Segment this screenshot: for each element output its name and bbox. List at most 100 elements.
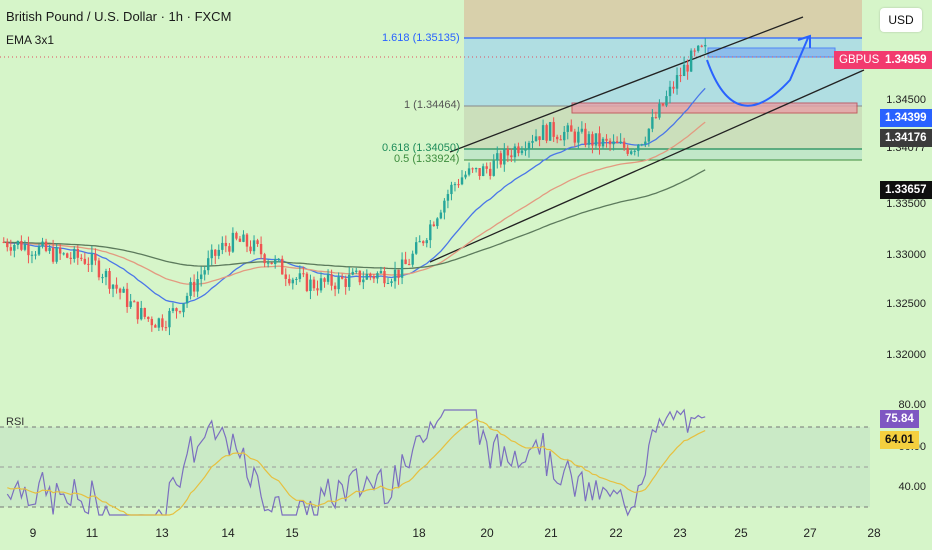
candle-body [545, 125, 548, 141]
price-tick: 1.33500 [886, 198, 926, 210]
candle-body [619, 141, 622, 144]
candle-body [27, 244, 30, 256]
x-tick: 11 [85, 526, 99, 540]
candle-body [524, 149, 527, 151]
channel-lower [429, 69, 865, 263]
x-tick: 20 [480, 526, 494, 540]
candle-body [422, 241, 425, 244]
candle-body [288, 278, 291, 284]
x-tick: 15 [285, 526, 299, 540]
candle-body [517, 146, 520, 154]
candle-body [273, 259, 277, 264]
rsi-label[interactable]: RSI [6, 416, 25, 428]
candle-body [489, 168, 492, 176]
candle-body [90, 253, 94, 265]
candle-body [161, 318, 164, 328]
candle-body [185, 295, 189, 304]
candle-body [622, 141, 626, 148]
candle-body [76, 248, 79, 258]
rsi-tick: 40.00 [898, 481, 926, 493]
candle-body [397, 269, 400, 278]
candle-body [157, 318, 161, 328]
candle-body [559, 139, 562, 141]
candle-body [439, 212, 443, 219]
candle-body [450, 184, 453, 195]
candle-body [520, 150, 524, 154]
candle-body [700, 45, 703, 47]
candle-body [150, 318, 154, 326]
candle-body [534, 136, 538, 141]
candle-body [704, 45, 707, 47]
candle-body [104, 271, 108, 278]
candle-body [175, 308, 178, 312]
candle-body [122, 288, 125, 293]
candle-body [665, 96, 668, 106]
candle-body [189, 281, 192, 296]
symbol-tag: GBPUSD [834, 51, 893, 69]
currency-button[interactable]: USD [880, 8, 922, 32]
candle-body [492, 160, 495, 176]
indicator-label[interactable]: EMA 3x1 [6, 33, 55, 47]
candle-body [369, 273, 372, 277]
candle-body [615, 141, 619, 144]
x-tick: 22 [609, 526, 623, 540]
candle-body [154, 325, 157, 328]
candle-body [295, 278, 298, 280]
x-tick: 23 [673, 526, 687, 540]
candle-body [630, 151, 633, 154]
candle-body [192, 281, 196, 292]
price-tag-ema-mid: 1.34176 [880, 129, 932, 147]
candle-body [425, 240, 428, 244]
candle-body [362, 279, 365, 283]
x-tick: 27 [803, 526, 817, 540]
x-tick: 13 [155, 526, 169, 540]
candle-body [654, 117, 658, 119]
candle-body [686, 64, 689, 72]
candle-body [601, 138, 605, 147]
candle-body [651, 117, 654, 129]
candle-body [83, 258, 87, 264]
candle-body [640, 144, 643, 146]
candle-body [41, 241, 44, 247]
candle-body [460, 177, 464, 185]
candle-body [256, 240, 259, 245]
candle-body [478, 168, 481, 176]
candle-body [499, 153, 502, 165]
candle-body [340, 276, 344, 279]
candle-body [214, 249, 217, 256]
candle-body [101, 277, 104, 279]
candle-body [58, 247, 62, 254]
candle-body [48, 247, 51, 251]
candle-body [217, 249, 220, 256]
price-tick: 1.32000 [886, 349, 926, 361]
candle-body [496, 153, 499, 161]
candle-body [587, 134, 591, 145]
candle-body [132, 301, 136, 303]
candle-body [555, 136, 559, 140]
price-tag-last: 1.34959 [880, 51, 932, 69]
candle-body [224, 242, 228, 247]
price-tag-ema: 1.34399 [880, 109, 932, 127]
candle-body [140, 308, 143, 320]
candle-body [436, 218, 439, 227]
candle-body [513, 146, 517, 158]
candle-body [330, 274, 333, 286]
candle-body [404, 259, 407, 265]
candle-body [358, 270, 361, 283]
candle-body [238, 238, 242, 242]
candle-body [400, 259, 404, 278]
candle-body [94, 253, 97, 261]
candle-body [566, 125, 569, 132]
candle-body [69, 257, 72, 259]
rsi-value-tag: 75.84 [880, 410, 919, 428]
candle-body [34, 254, 37, 256]
rsi-ma-tag: 64.01 [880, 431, 919, 449]
candle-body [2, 241, 5, 243]
candle-body [242, 234, 245, 242]
candle-body [432, 224, 436, 227]
candle-body [6, 242, 9, 248]
fib-label-05: 0.5 (1.33924) [394, 153, 460, 165]
candle-body [284, 274, 287, 279]
candle-body [207, 258, 210, 271]
